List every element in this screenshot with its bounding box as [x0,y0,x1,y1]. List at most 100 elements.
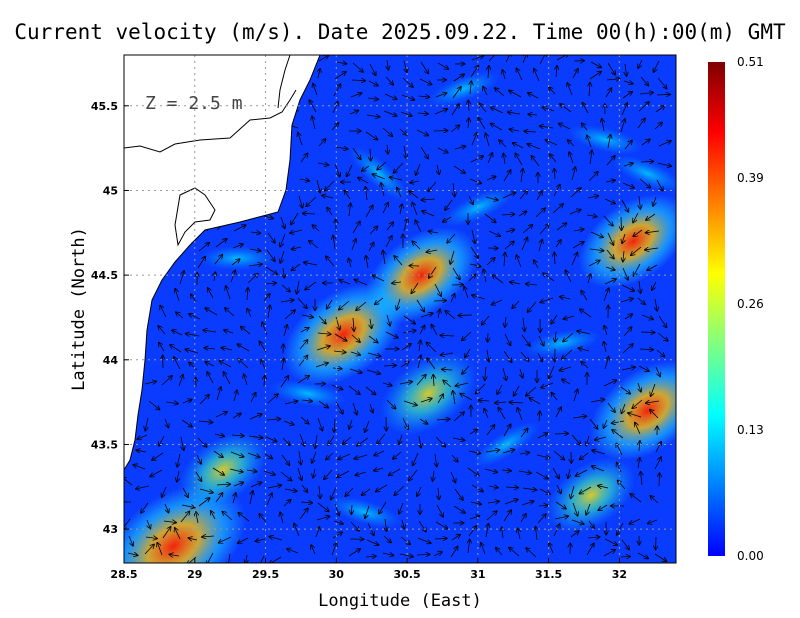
velocity-arrow [484,408,489,419]
velocity-arrow [443,380,452,388]
velocity-arrow [250,232,261,233]
x-tick-label: 29 [187,568,202,581]
velocity-arrow [401,344,411,351]
velocity-arrow [370,318,372,329]
velocity-arrow [469,516,480,519]
velocity-arrow [503,510,511,522]
velocity-arrow [640,161,654,162]
velocity-arrow [387,59,388,70]
colorbar-tick-label: 0.51 [737,55,764,69]
velocity-arrow [590,231,603,237]
velocity-arrow [504,241,514,250]
velocity-arrow [655,366,660,377]
velocity-arrow [203,330,217,332]
velocity-arrow [324,469,333,480]
velocity-arrow [298,355,308,367]
velocity-arrow [428,181,437,192]
velocity-arrow [655,298,657,311]
plot-frame [123,54,677,564]
velocity-arrow [486,511,497,521]
velocity-arrow [478,117,486,130]
velocity-arrow [326,299,333,309]
velocity-arrow [215,412,227,418]
velocity-arrow [512,143,524,149]
velocity-arrow [218,536,232,543]
velocity-arrow [435,453,437,467]
velocity-arrow [563,332,574,342]
velocity-arrow [527,93,539,99]
velocity-arrow [657,77,667,89]
velocity-arrow [621,103,627,116]
velocity-arrow [617,480,626,490]
velocity-arrow [212,467,224,475]
velocity-arrow [655,106,665,113]
velocity-arrow [433,130,448,131]
velocity-arrow [309,100,317,113]
velocity-arrow [224,330,234,333]
velocity-arrow [291,212,299,225]
velocity-arrow [191,294,197,303]
velocity-arrow [222,511,233,521]
velocity-arrow [326,452,334,460]
velocity-arrow [504,499,518,505]
velocity-arrow [539,126,554,128]
velocity-arrow [535,526,537,541]
velocity-arrow [621,403,626,414]
velocity-arrow [145,417,148,431]
velocity-arrow [472,295,486,300]
speed-highlight [124,483,246,563]
velocity-arrow [349,419,352,429]
velocity-arrow [419,78,432,85]
velocity-arrow [402,330,416,333]
velocity-arrow [163,521,176,523]
velocity-arrow [479,103,487,113]
velocity-arrow [486,425,495,436]
velocity-arrow [290,230,303,233]
velocity-arrow [470,502,481,504]
velocity-arrow [264,283,276,284]
velocity-arrow [551,314,558,324]
velocity-arrow [334,503,339,516]
velocity-arrow [422,211,435,217]
velocity-arrow [328,435,335,445]
velocity-arrow [578,348,590,351]
velocity-arrow [331,486,337,500]
velocity-arrow [633,212,639,223]
velocity-arrow [237,537,249,544]
velocity-arrow [420,313,433,318]
velocity-arrow [262,322,268,336]
velocity-arrow [298,195,303,208]
velocity-arrow [177,470,179,482]
velocity-arrow [450,293,455,303]
velocity-arrow [311,545,316,555]
velocity-arrow [656,349,665,357]
velocity-arrow [287,549,299,554]
velocity-arrow [512,300,520,309]
velocity-arrow [468,195,473,205]
velocity-arrow [148,400,160,410]
velocity-arrow [563,316,575,319]
velocity-arrow [623,327,632,337]
velocity-arrow [533,260,539,269]
velocity-arrow [612,430,624,439]
velocity-arrow [170,345,182,353]
velocity-arrow [440,335,455,336]
velocity-arrow [505,230,515,232]
velocity-arrow [150,469,163,477]
velocity-arrow [503,153,505,165]
velocity-arrow [637,118,645,129]
velocity-arrow [198,498,210,507]
velocity-arrow [370,148,371,161]
velocity-arrow [366,115,380,117]
velocity-arrow [361,165,370,171]
velocity-arrow [263,216,273,219]
velocity-arrow [518,471,531,473]
velocity-arrow [345,487,354,496]
velocity-arrow [639,280,641,293]
velocity-arrow [368,80,378,86]
velocity-arrow [538,505,548,506]
velocity-arrow [484,468,498,472]
velocity-arrow [509,90,522,98]
velocity-arrow [558,123,571,130]
velocity-arrow [653,196,656,206]
